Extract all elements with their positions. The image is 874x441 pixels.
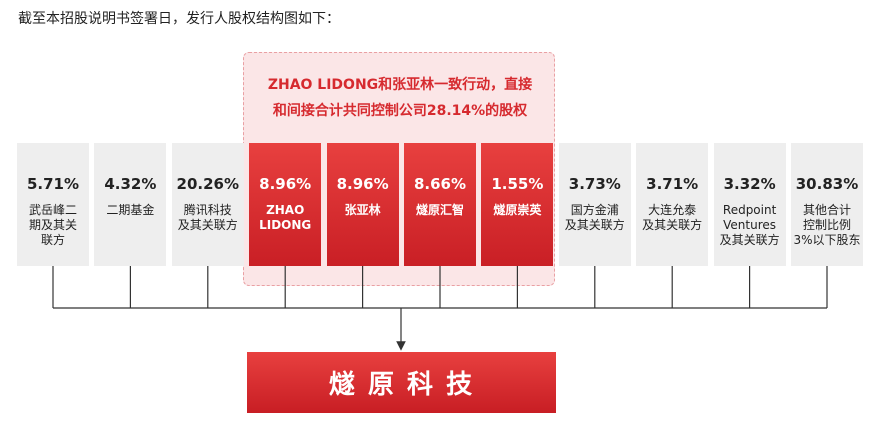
shareholder-name: 3%以下股东: [793, 233, 861, 247]
shareholder-box: 20.26% 腾讯科技 及其关联方: [171, 143, 244, 266]
shareholder-name: 及其关联方: [564, 218, 625, 232]
shareholder-box: 5.71% 武岳峰二 期及其关 联方: [17, 143, 89, 266]
shareholder-name: 张亚林: [344, 203, 381, 217]
shareholder-name: 武岳峰二: [28, 203, 77, 217]
shareholder-name: 燧原汇智: [415, 203, 464, 217]
percent: 3.71%: [646, 175, 699, 193]
percent: 8.66%: [413, 175, 467, 193]
shareholder-box: 8.96% 张亚林: [326, 143, 399, 266]
percent: 5.71%: [26, 175, 80, 193]
shareholder-box: 3.73% 国方金浦 及其关联方: [558, 143, 631, 266]
shareholder-name: 国方金浦: [570, 203, 619, 217]
shareholder-name: 期及其关: [28, 218, 77, 232]
shareholder-box: 1.55% 燧原崇英: [481, 143, 554, 266]
group-label-line: ZHAO LIDONG和张亚林一致行动，直接: [267, 77, 533, 93]
company-box: 燧 原 科 技: [247, 352, 556, 413]
shareholder-name: Ventures: [723, 218, 777, 232]
group-label-line: 和间接合计共同控制公司28.14%的股权: [272, 103, 528, 119]
shareholder-name: 联方: [40, 233, 65, 247]
percent: 4.32%: [104, 175, 157, 193]
shareholder-box: 30.83% 其他合计 控制比例 3%以下股东: [791, 143, 863, 266]
shareholder-box: 8.66% 燧原汇智: [404, 143, 476, 266]
shareholder-name: 其他合计: [802, 203, 851, 217]
percent: 3.73%: [568, 175, 621, 193]
shareholder-name: 腾讯科技: [183, 203, 232, 217]
shareholder-name: 控制比例: [802, 218, 851, 232]
shareholder-box: 4.32% 二期基金: [94, 143, 167, 266]
shareholder-name: 及其关联方: [642, 218, 703, 232]
shareholder-box: 8.96% ZHAO LIDONG: [249, 143, 322, 266]
percent: 20.26%: [176, 175, 240, 193]
shareholder-name: ZHAO: [266, 203, 305, 217]
shareholder-name: 燧原崇英: [493, 203, 542, 217]
intro-text: 截至本招股说明书签署日，发行人股权结构图如下：: [18, 11, 340, 27]
shareholder-name: 大连允泰: [648, 203, 697, 217]
percent: 1.55%: [491, 175, 544, 193]
shareholder-name: 及其关联方: [177, 218, 238, 232]
percent: 8.96%: [336, 175, 389, 193]
shareholder-box: 3.32% Redpoint Ventures 及其关联方: [713, 143, 786, 266]
group-label: ZHAO LIDONG和张亚林一致行动，直接 和间接合计共同控制公司28.14%的…: [243, 72, 557, 124]
shareholder-name: LIDONG: [259, 218, 312, 232]
shareholder-name: 二期基金: [106, 203, 155, 217]
percent: 3.32%: [723, 175, 776, 193]
shareholder-name: Redpoint: [722, 203, 777, 217]
percent: 30.83%: [795, 175, 859, 193]
shareholder-name: 及其关联方: [719, 233, 780, 247]
shareholder-box: 3.71% 大连允泰 及其关联方: [636, 143, 709, 266]
percent: 8.96%: [259, 175, 312, 193]
